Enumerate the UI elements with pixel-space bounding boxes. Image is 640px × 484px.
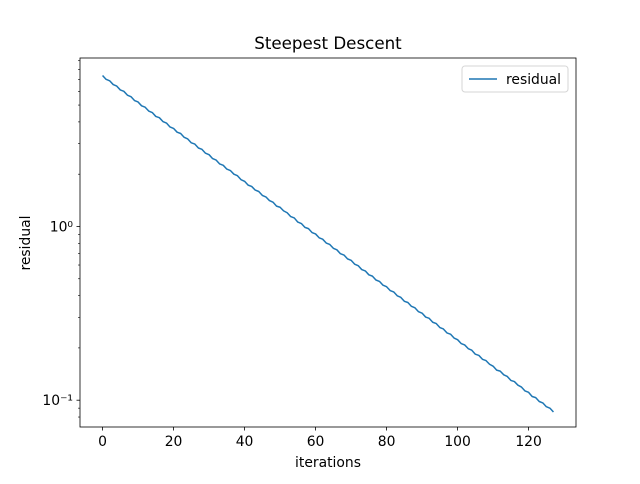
x-axis-label: iterations [295,455,361,471]
data-line [101,74,555,413]
x-tick-label: 60 [307,434,325,450]
legend-label: residual [506,72,561,88]
x-tick-label: 20 [165,434,183,450]
legend-box [461,65,569,93]
axes-frame [79,57,577,428]
y-tick-label: 10⁻¹ [42,393,73,409]
y-axis-label: residual [18,215,34,270]
x-tick-label: 0 [98,434,107,450]
y-tick-label: 10⁰ [50,219,74,235]
chart-title: Steepest Descent [254,33,402,53]
x-tick-label: 40 [236,434,254,450]
x-tick-label: 120 [515,434,542,450]
x-tick-label: 80 [378,434,396,450]
x-tick-label: 100 [444,434,471,450]
